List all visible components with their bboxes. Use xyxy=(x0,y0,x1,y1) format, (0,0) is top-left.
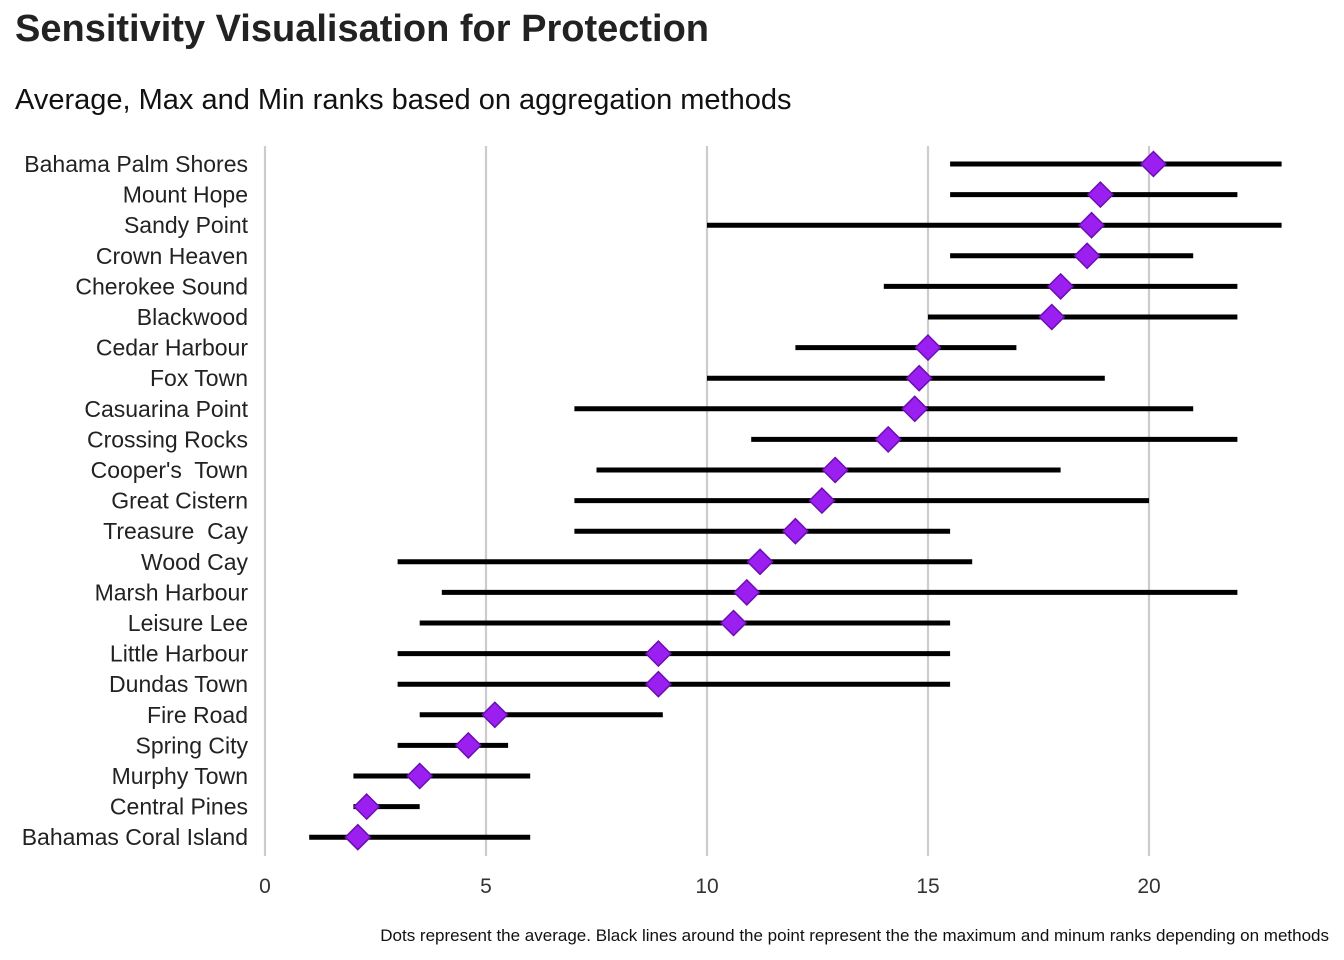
average-marker xyxy=(914,334,942,362)
x-tick-label: 0 xyxy=(259,875,271,898)
category-label: Mount Hope xyxy=(123,182,248,208)
chart-caption: Dots represent the average. Black lines … xyxy=(380,926,1329,945)
average-marker xyxy=(1077,211,1106,239)
average-markers xyxy=(344,150,1167,851)
average-marker xyxy=(719,609,748,637)
average-marker xyxy=(1038,303,1066,331)
average-marker xyxy=(644,640,672,668)
category-label: Marsh Harbour xyxy=(95,579,249,605)
category-label: Cedar Harbour xyxy=(96,335,248,361)
category-label: Bahama Palm Shores xyxy=(24,151,248,177)
category-label: Blackwood xyxy=(137,304,248,330)
average-marker xyxy=(808,487,836,515)
category-label: Crossing Rocks xyxy=(87,426,248,452)
chart-subtitle: Average, Max and Min ranks based on aggr… xyxy=(15,84,792,116)
category-label: Fire Road xyxy=(147,702,248,728)
x-axis-ticks: 0 5 10 15 20 xyxy=(259,875,1161,898)
average-marker xyxy=(481,701,509,729)
category-label: Dundas Town xyxy=(109,671,248,697)
x-tick-label: 20 xyxy=(1137,875,1160,898)
category-label: Bahamas Coral Island xyxy=(22,824,248,850)
average-marker xyxy=(1073,242,1101,270)
x-tick-label: 15 xyxy=(916,875,939,898)
average-marker xyxy=(874,425,902,453)
category-label: Murphy Town xyxy=(112,763,248,789)
x-tick-label: 10 xyxy=(695,875,718,898)
average-marker xyxy=(644,670,672,698)
average-marker xyxy=(344,823,372,851)
average-marker xyxy=(454,731,482,759)
category-label: Crown Heaven xyxy=(96,243,248,269)
average-marker xyxy=(821,456,849,484)
category-label: Little Harbour xyxy=(110,641,248,667)
category-label: Cherokee Sound xyxy=(75,273,248,299)
x-tick-label: 5 xyxy=(480,875,492,898)
average-marker xyxy=(1086,181,1114,209)
category-label: Central Pines xyxy=(110,794,248,820)
category-label: Casuarina Point xyxy=(84,396,248,422)
y-axis-categories: Bahama Palm Shores Mount Hope Sandy Point C… xyxy=(22,151,249,850)
category-label: Fox Town xyxy=(150,365,248,391)
average-marker xyxy=(353,793,381,821)
range-lines xyxy=(309,161,1282,840)
average-marker xyxy=(905,364,933,392)
category-label: Treasure Cay xyxy=(103,518,248,544)
average-marker xyxy=(406,762,434,790)
category-label: Great Cistern xyxy=(111,488,248,514)
average-marker xyxy=(781,517,809,545)
average-marker xyxy=(746,548,774,576)
category-label: Wood Cay xyxy=(141,549,248,575)
chart-title: Sensitivity Visualisation for Protection xyxy=(15,8,710,50)
category-label: Sandy Point xyxy=(124,212,249,238)
category-label: Cooper's Town xyxy=(91,457,248,483)
average-marker xyxy=(901,395,929,423)
average-marker xyxy=(733,578,761,606)
category-label: Leisure Lee xyxy=(128,610,248,636)
category-label: Spring City xyxy=(136,732,249,758)
average-marker xyxy=(1139,150,1167,178)
average-marker xyxy=(1047,272,1075,300)
